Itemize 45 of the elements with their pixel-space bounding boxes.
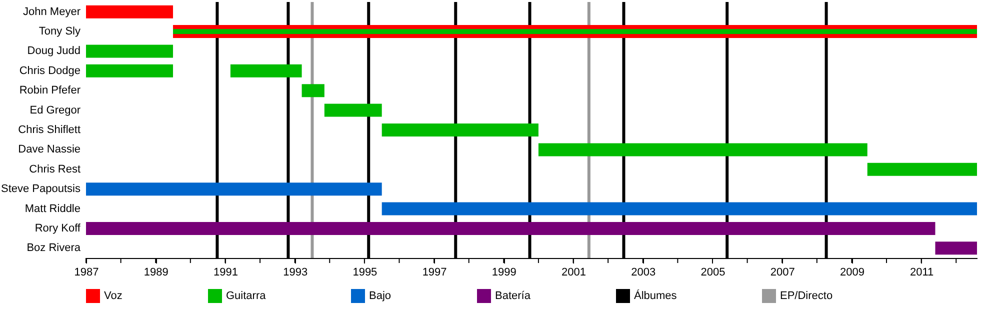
- x-tick-label: 1987: [74, 266, 99, 278]
- bar: [86, 44, 174, 58]
- bar: [382, 202, 977, 216]
- bar: [86, 182, 382, 196]
- x-tick-label: 1989: [144, 266, 168, 278]
- x-tick-label: 1991: [213, 266, 238, 278]
- y-tick-label: Rory Koff: [34, 222, 82, 234]
- y-tick-label: John Meyer: [23, 6, 81, 18]
- y-tick-label: Chris Shiflett: [18, 124, 80, 136]
- bar: [867, 162, 977, 176]
- y-tick-label: Ed Gregor: [30, 104, 81, 116]
- bar: [86, 5, 174, 18]
- legend-label: Álbumes: [634, 289, 678, 302]
- bar: [86, 222, 936, 235]
- x-tick-label: 2007: [770, 266, 795, 278]
- bar: [302, 84, 324, 98]
- x-tick-label: 1997: [422, 266, 447, 278]
- x-tick-label: 1995: [352, 266, 378, 278]
- y-tick-label: Chris Rest: [29, 163, 80, 176]
- legend-label: Guitarra: [226, 290, 267, 302]
- x-tick-label: 2003: [631, 266, 656, 278]
- bar: [935, 242, 977, 255]
- x-tick-label: 2009: [840, 266, 864, 278]
- y-tick-label: Boz Rivera: [26, 242, 82, 254]
- y-tick-label: Robin Pfefer: [19, 84, 81, 97]
- x-tick-label: 1993: [283, 266, 308, 278]
- legend-label: Bajo: [369, 290, 392, 302]
- bar: [230, 64, 302, 78]
- y-tick-label: Steve Papoutsis: [1, 183, 81, 196]
- y-tick-label: Tony Sly: [38, 26, 81, 38]
- legend-label: Batería: [495, 290, 532, 302]
- bar: [324, 104, 382, 117]
- x-tick-label: 1999: [492, 266, 516, 278]
- legend-label: Voz: [104, 290, 122, 302]
- y-tick-label: Doug Judd: [27, 45, 80, 58]
- bar: [86, 64, 174, 78]
- x-tick-label: 2011: [910, 266, 934, 278]
- bar: [382, 124, 538, 136]
- y-tick-label: Matt Riddle: [24, 202, 80, 215]
- x-tick-label: 2005: [700, 266, 726, 278]
- legend-label: EP/Directo: [780, 290, 833, 302]
- y-tick-label: Dave Nassie: [18, 144, 80, 156]
- x-tick-label: 2001: [562, 266, 586, 278]
- bar: [538, 143, 868, 156]
- y-tick-label: Chris Dodge: [19, 64, 80, 77]
